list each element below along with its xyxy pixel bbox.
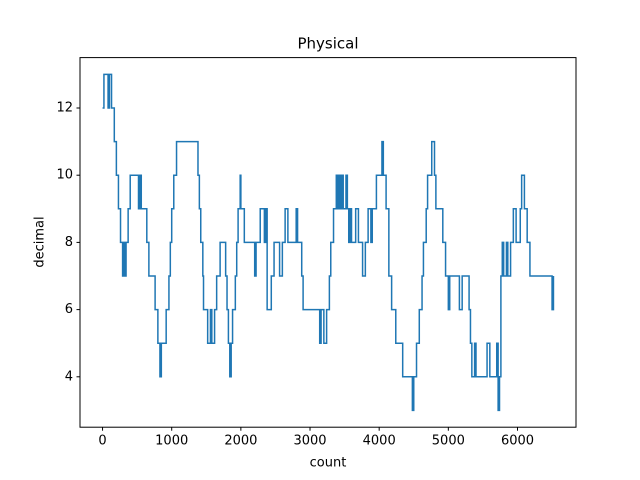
x-tick-label: 0 [98,434,106,449]
data-line [102,73,555,412]
x-tick-label: 5000 [432,434,465,449]
x-tick-label: 2000 [224,434,257,449]
y-tick-label: 12 [56,101,73,116]
y-tick-label: 6 [65,302,73,317]
y-tick-label: 8 [65,235,73,250]
y-axis-label: decimal [33,216,48,267]
x-tick-label: 4000 [363,434,396,449]
x-tick-label: 6000 [501,434,534,449]
chart-title: Physical [297,35,358,53]
y-tick-label: 4 [65,369,73,384]
plot-frame [79,57,577,428]
x-tick-label: 1000 [155,434,188,449]
y-tick-label: 10 [56,168,73,183]
x-axis-label: count [310,456,347,471]
x-tick-label: 3000 [293,434,326,449]
